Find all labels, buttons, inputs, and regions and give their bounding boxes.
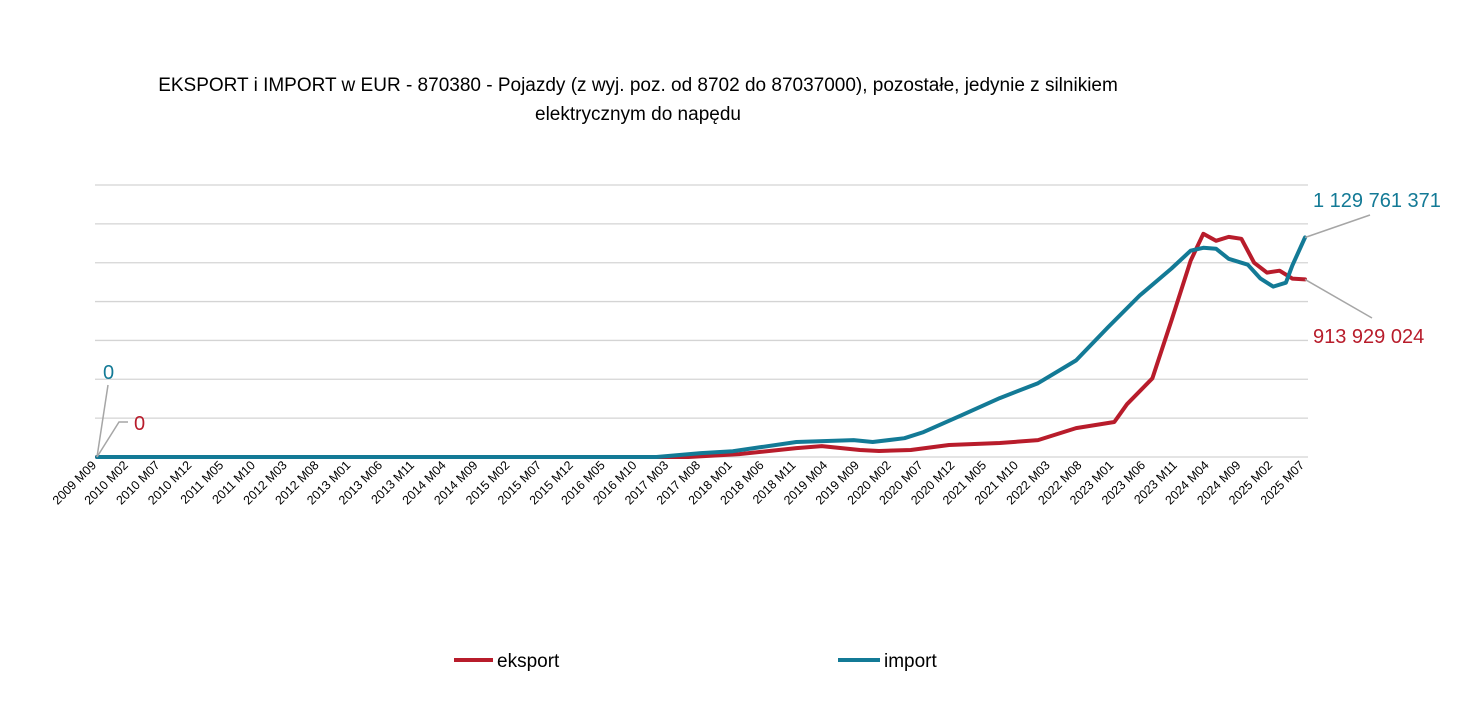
data-labels: 0 913 929 024 0 1 129 761 371	[96, 190, 1441, 458]
first-value-label-import: 0	[103, 362, 114, 384]
legend: eksport import	[454, 651, 938, 672]
leader-line	[96, 384, 109, 458]
last-value-label-import: 1 129 761 371	[1313, 190, 1441, 212]
leader-line	[1304, 214, 1371, 239]
series-line-eksport	[95, 231, 1307, 459]
gridlines	[95, 184, 1308, 458]
series-line-import	[95, 235, 1307, 459]
leader-line	[96, 421, 128, 458]
leader-line	[1304, 278, 1373, 319]
chart-title-line2: elektrycznym do napędu	[535, 104, 741, 125]
chart-title-line1: EKSPORT i IMPORT w EUR - 870380 - Pojazd…	[158, 75, 1118, 96]
series-lines	[95, 231, 1307, 459]
last-value-label-eksport: 913 929 024	[1313, 326, 1424, 348]
legend-label-import: import	[884, 651, 938, 672]
legend-label-eksport: eksport	[497, 651, 560, 672]
first-value-label-eksport: 0	[134, 413, 145, 435]
